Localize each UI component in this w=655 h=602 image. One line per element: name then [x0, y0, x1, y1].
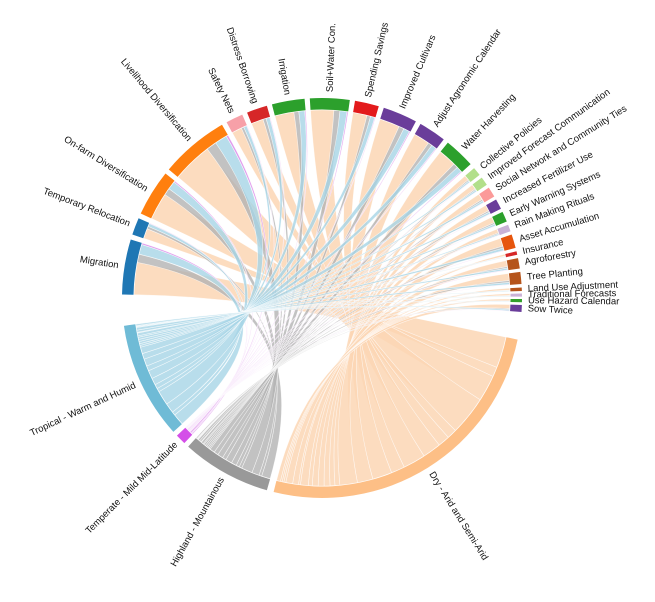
label-sow-twice: Sow Twice: [527, 303, 573, 316]
ribbon-rain-making-rituals-tropical-warm-and-humid[interactable]: [137, 233, 500, 338]
arc-safety-nets[interactable]: [226, 114, 247, 133]
arc-livelihood-diversification[interactable]: [168, 124, 228, 177]
ribbon-on-farm-diversification-temperate-mild-mid-latitude[interactable]: [173, 180, 254, 434]
label-social-network-and-community-ties: Social Network and Community Ties: [494, 103, 629, 193]
label-tree-planting: Tree Planting: [526, 266, 583, 283]
arc-dry-arid-and-semi-arid[interactable]: [273, 337, 518, 498]
ribbon-spending-savings-temperate-mild-mid-latitude[interactable]: [187, 117, 376, 431]
ribbon-sow-twice-highland-mountainous[interactable]: [195, 307, 511, 439]
ribbon-use-hazard-calendar-tropical-warm-and-humid[interactable]: [135, 300, 511, 327]
arc-early-warning-systems[interactable]: [492, 211, 507, 226]
label-use-hazard-calendar: Use Hazard Calendar: [528, 295, 619, 307]
ribbon-soil-water-con-temperate-mild-mid-latitude[interactable]: [188, 111, 349, 432]
ribbon-insurance-highland-mountainous[interactable]: [200, 255, 506, 443]
arc-social-network-and-community-ties[interactable]: [479, 187, 495, 203]
ribbon-land-use-adjustment-highland-mountainous[interactable]: [197, 289, 511, 440]
ribbon-improved-cultivars-tropical-warm-and-humid[interactable]: [143, 128, 410, 367]
ribbon-adjust-agronomic-calendar-tropical-warm-and-humid[interactable]: [142, 144, 437, 360]
ribbon-tree-planting-tropical-warm-and-humid[interactable]: [136, 282, 510, 331]
ribbon-social-network-and-community-ties-tropical-warm-and-humid[interactable]: [138, 200, 485, 345]
ribbon-soil-water-con-tropical-warm-and-humid[interactable]: [148, 110, 348, 379]
arc-irrigation[interactable]: [271, 98, 306, 116]
arc-soil-water-con[interactable]: [309, 97, 350, 112]
label-irrigation: Irrigation: [275, 58, 292, 96]
arc-improved-cultivars[interactable]: [380, 107, 416, 132]
arc-temperate-mild-mid-latitude[interactable]: [176, 427, 193, 444]
ribbon-temporary-relocation-temperate-mild-mid-latitude[interactable]: [149, 222, 249, 435]
arc-tropical-warm-and-humid[interactable]: [123, 324, 182, 432]
arc-asset-accumulation[interactable]: [500, 234, 516, 251]
ribbon-increased-fertilizer-use-tropical-warm-and-humid[interactable]: [138, 211, 491, 342]
ribbon-land-use-adjustment-tropical-warm-and-humid[interactable]: [135, 290, 511, 328]
ribbon-asset-accumulation-tropical-warm-and-humid[interactable]: [136, 247, 505, 337]
ribbon-safety-nets-temperate-mild-mid-latitude[interactable]: [189, 125, 275, 433]
ribbon-migration-temperate-mild-mid-latitude[interactable]: [141, 242, 247, 435]
label-soil-water-con: Soil+Water Con.: [325, 23, 339, 92]
arc-adjust-agronomic-calendar[interactable]: [414, 123, 444, 149]
label-highland-mountainous: Highland - Mountainous: [169, 475, 227, 568]
arc-highland-mountainous[interactable]: [188, 438, 271, 491]
ribbon-tree-planting-temperate-mild-mid-latitude[interactable]: [185, 284, 510, 429]
ribbon-collective-policies-tropical-warm-and-humid[interactable]: [139, 180, 471, 348]
arc-on-farm-diversification[interactable]: [140, 173, 175, 219]
ribbon-asset-accumulation-temperate-mild-mid-latitude[interactable]: [185, 250, 505, 429]
ribbon-sow-twice-temperate-mild-mid-latitude[interactable]: [185, 309, 510, 428]
label-improved-cultivars: Improved Cultivars: [397, 33, 438, 110]
arc-distress-borrowing[interactable]: [247, 105, 271, 124]
ribbon-livelihood-diversification-temperate-mild-mid-latitude[interactable]: [189, 134, 268, 434]
arc-collective-policies[interactable]: [465, 168, 480, 182]
ribbon-improved-forecast-communication-tropical-warm-and-humid[interactable]: [139, 189, 478, 346]
ribbon-rain-making-rituals-highland-mountainous[interactable]: [202, 232, 500, 445]
label-traditional-forecasts: Traditional Forecasts: [528, 288, 617, 300]
label-dry-arid-and-semi-arid: Dry - Arid and Semi-Arid: [426, 470, 490, 563]
label-land-use-adjustment: Land Use Adjustment: [528, 280, 619, 295]
label-migration: Migration: [79, 254, 119, 271]
label-livelihood-diversification: Livelihood Diversification: [118, 57, 194, 144]
ribbon-use-hazard-calendar-highland-mountainous[interactable]: [196, 300, 511, 440]
arc-increased-fertilizer-use[interactable]: [486, 199, 501, 214]
arc-use-hazard-calendar[interactable]: [510, 298, 522, 303]
ribbon-adjust-agronomic-calendar-temperate-mild-mid-latitude[interactable]: [187, 147, 437, 431]
ribbon-water-harvesting-tropical-warm-and-humid[interactable]: [140, 167, 462, 354]
ribbon-traditional-forecasts-tropical-warm-and-humid[interactable]: [135, 295, 511, 328]
arc-agroforestry[interactable]: [506, 258, 520, 271]
arc-temporary-relocation[interactable]: [132, 218, 150, 239]
label-spending-savings: Spending Savings: [363, 21, 391, 98]
label-temperate-mild-mid-latitude: Temperate - Mild Mid-Latitude: [84, 440, 181, 537]
arcs-layer: [122, 97, 522, 498]
label-on-farm-diversification: On-farm Diversification: [62, 134, 150, 194]
arc-insurance[interactable]: [505, 251, 518, 258]
ribbon-agroforestry-tropical-warm-and-humid[interactable]: [136, 267, 509, 333]
ribbon-spending-savings-tropical-warm-and-humid[interactable]: [146, 116, 376, 372]
arc-improved-forecast-communication[interactable]: [472, 177, 487, 192]
arc-spending-savings[interactable]: [353, 100, 379, 118]
arc-migration[interactable]: [122, 239, 142, 295]
ribbon-early-warning-systems-tropical-warm-and-humid[interactable]: [137, 223, 496, 340]
arc-tree-planting[interactable]: [508, 271, 522, 285]
arc-water-harvesting[interactable]: [440, 142, 471, 172]
label-temporary-relocation: Temporary Relocation: [41, 186, 131, 229]
label-tropical-warm-and-humid: Tropical - Warm and Humid: [28, 380, 137, 439]
ribbon-improved-cultivars-temperate-mild-mid-latitude[interactable]: [187, 131, 411, 431]
ribbons-layer: [133, 109, 511, 487]
arc-land-use-adjustment[interactable]: [510, 287, 522, 292]
arc-traditional-forecasts[interactable]: [510, 293, 522, 297]
arc-rain-making-rituals[interactable]: [497, 224, 511, 236]
ribbon-insurance-tropical-warm-and-humid[interactable]: [136, 256, 506, 334]
ribbon-sow-twice-tropical-warm-and-humid[interactable]: [135, 305, 510, 326]
ribbon-traditional-forecasts-highland-mountainous[interactable]: [196, 295, 511, 440]
arc-sow-twice[interactable]: [510, 304, 522, 312]
label-safety-nets: Safety Nets: [205, 66, 237, 115]
